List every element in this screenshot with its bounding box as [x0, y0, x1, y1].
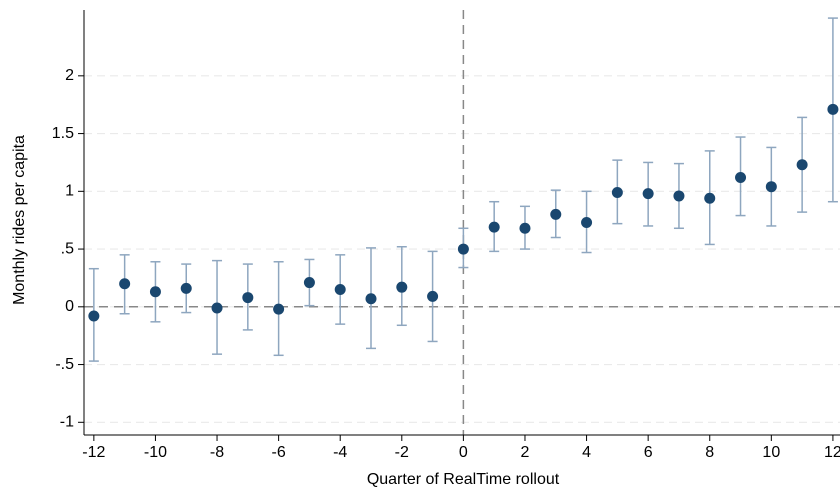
x-tick-label: -6	[272, 444, 286, 461]
x-tick-label: 10	[762, 444, 780, 461]
x-tick-label: -12	[82, 444, 105, 461]
x-tick-label: -10	[144, 444, 167, 461]
x-tick-label: 2	[521, 444, 530, 461]
point	[273, 303, 285, 315]
point	[735, 171, 747, 183]
point	[242, 292, 254, 304]
y-tick-label: 1.5	[52, 125, 74, 142]
point	[581, 217, 593, 228]
point	[704, 192, 716, 204]
y-tick-label: 0	[65, 298, 74, 315]
point	[673, 190, 685, 202]
point	[334, 283, 346, 295]
point	[427, 290, 439, 302]
x-tick-label: 12	[824, 444, 840, 461]
x-tick-label: -4	[333, 444, 347, 461]
point	[611, 186, 623, 198]
x-tick-label: -2	[395, 444, 409, 461]
x-tick-label: -8	[210, 444, 224, 461]
x-tick-label: 6	[644, 444, 653, 461]
point	[488, 221, 500, 233]
point	[396, 281, 408, 293]
x-tick-label: 8	[705, 444, 714, 461]
point	[180, 282, 192, 294]
point	[519, 222, 531, 234]
point	[365, 293, 377, 305]
y-tick-label: -1	[60, 414, 74, 431]
point	[88, 310, 100, 322]
x-tick-label: 0	[459, 444, 468, 461]
x-axis-label: Quarter of RealTime rollout	[367, 471, 560, 488]
point	[119, 278, 131, 290]
point	[796, 159, 808, 171]
point	[457, 243, 469, 255]
point	[149, 286, 161, 298]
point	[642, 188, 654, 200]
y-tick-label: 2	[65, 67, 74, 84]
y-tick-label: 1	[65, 183, 74, 200]
point	[211, 302, 223, 314]
y-tick-label: -.5	[55, 356, 74, 373]
x-tick-label: 4	[582, 444, 591, 461]
point	[827, 103, 839, 115]
point	[765, 181, 777, 193]
y-axis-label: Monthly rides per capita	[11, 135, 28, 305]
point	[303, 277, 315, 289]
y-tick-label: .5	[61, 240, 74, 257]
point	[550, 208, 562, 220]
